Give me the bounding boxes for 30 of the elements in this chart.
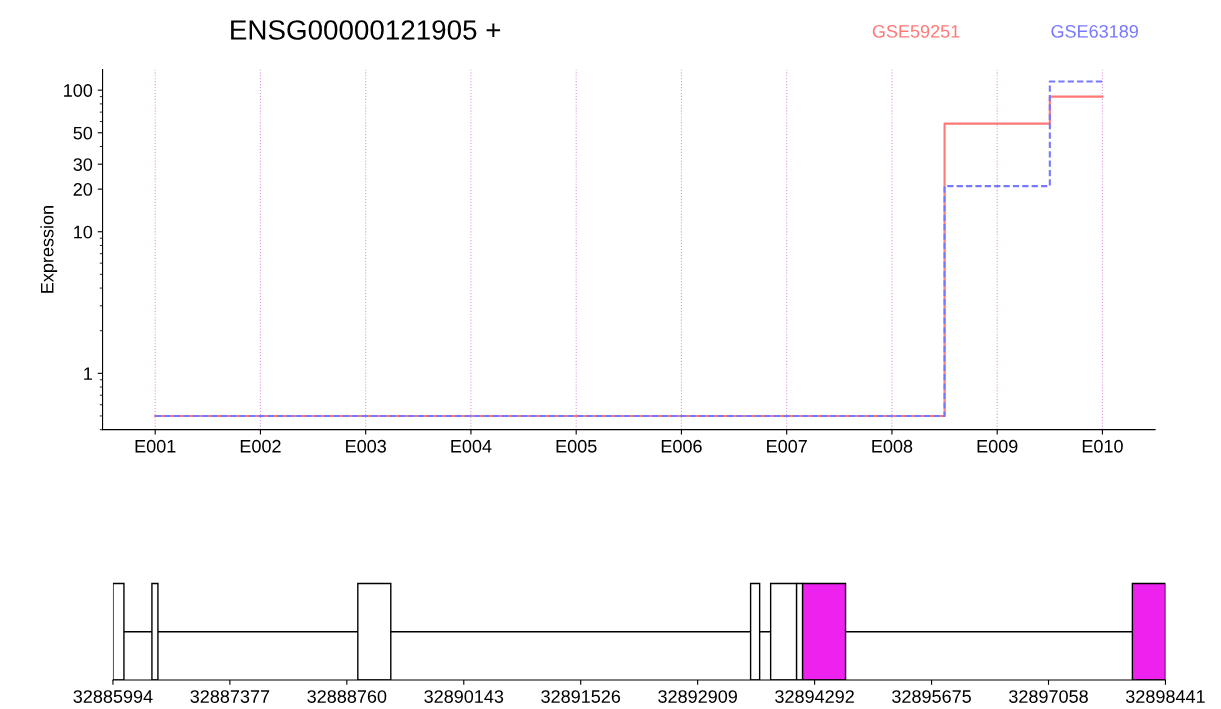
x-tick-label: E004 [451,439,492,453]
y-tick-label: 10 [74,225,93,239]
y-tick-label: 50 [73,126,93,140]
chart-title: ENSG00000121905 + [231,20,501,40]
x-tick-label: E008 [872,439,913,453]
x-tick-label: E009 [977,439,1018,453]
x-tick-label: E010 [1082,439,1123,453]
x-tick-label: 32887377 [190,690,270,703]
x-tick-label: 32895675 [892,690,971,703]
y-axis-title: Expression [40,206,58,293]
x-tick-label: E005 [556,439,597,453]
x-tick-label: E001 [135,439,176,453]
text: GSE63189 [1051,24,1138,38]
x-tick-label: E002 [240,439,281,453]
x-tick-label: E003 [346,439,386,453]
x-tick-label: E007 [767,439,807,453]
x-tick-label: 32897058 [1009,690,1088,703]
y-tick-label: 20 [73,183,93,196]
x-tick-label: 32890143 [424,690,504,703]
y-tick-label: 30 [73,158,93,171]
x-tick-label: E006 [661,439,702,453]
x-tick-label: 32891526 [541,690,621,703]
y-tick-label: 1 [84,367,92,380]
x-tick-label: 32885994 [73,690,153,703]
text: GSE59251 [872,24,960,38]
x-tick-label: 32892909 [658,690,737,703]
x-tick-label: 32894292 [775,690,854,703]
y-tick-label: 100 [64,84,93,97]
x-tick-label: 32888760 [307,690,387,703]
x-tick-label: 32898441 [1125,690,1205,703]
